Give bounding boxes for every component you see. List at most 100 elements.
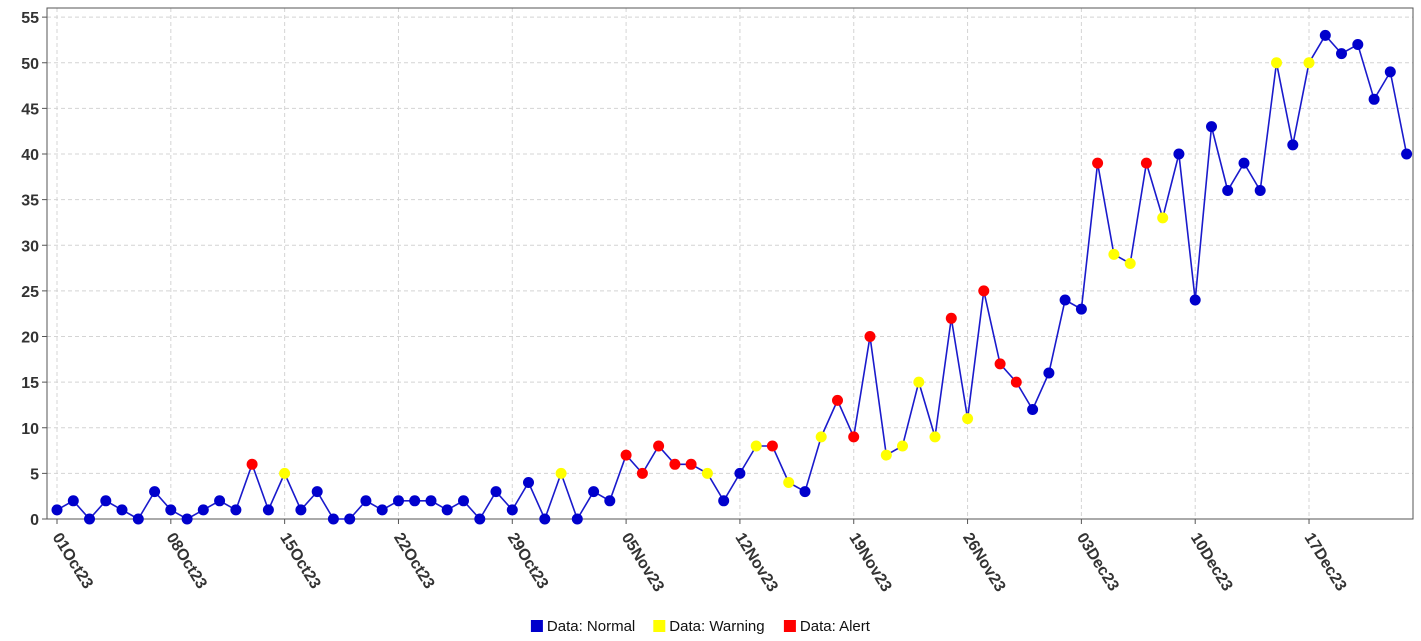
x-axis: 01Oct23 08Oct23 15Oct23 22Oct23 29Oct23 05Nov… <box>49 519 1350 595</box>
data-point-normal <box>393 495 404 507</box>
data-point-normal <box>1075 303 1087 315</box>
x-tick-label: 08Oct23 <box>162 530 209 592</box>
data-point-normal <box>84 513 95 525</box>
data-point-normal <box>571 513 583 525</box>
data-point-normal <box>230 504 242 516</box>
data-point-alert <box>766 440 778 452</box>
legend-swatch-warning <box>653 620 666 632</box>
data-point-normal <box>165 504 177 516</box>
data-points <box>51 29 1413 525</box>
data-point-warning <box>815 431 827 443</box>
data-point-normal <box>262 504 274 516</box>
data-point-warning <box>750 440 762 452</box>
legend: Data: Normal Data: Warning Data: Alert <box>530 618 871 635</box>
data-point-alert <box>669 458 681 470</box>
y-tick-label: 45 <box>21 101 39 118</box>
data-point-warning <box>929 431 941 443</box>
data-point-normal <box>1384 66 1396 78</box>
data-point-warning <box>1303 57 1315 69</box>
x-tick-label: 19Nov23 <box>845 530 894 595</box>
y-tick-label: 40 <box>21 147 39 164</box>
data-point-warning <box>1124 258 1136 269</box>
data-point-normal <box>539 513 551 525</box>
x-tick-label: 01Oct23 <box>49 530 96 592</box>
legend-label-alert: Data: Alert <box>800 618 871 635</box>
data-point-warning <box>1157 212 1169 224</box>
data-point-normal <box>51 504 63 516</box>
data-point-normal <box>295 504 307 516</box>
series-line <box>56 34 1408 522</box>
data-point-warning <box>1271 57 1282 69</box>
y-tick-label: 55 <box>21 10 39 27</box>
x-tick-label: 15Oct23 <box>276 530 323 592</box>
data-point-normal <box>67 495 79 507</box>
legend-label-normal: Data: Normal <box>547 618 635 635</box>
data-point-normal <box>1027 404 1039 415</box>
data-point-normal <box>149 486 161 498</box>
x-tick-label: 29Oct23 <box>504 530 551 592</box>
data-point-alert <box>945 312 957 324</box>
data-point-normal <box>1287 139 1299 151</box>
data-point-alert <box>978 285 990 297</box>
data-point-normal <box>718 495 730 507</box>
legend-swatch-normal <box>530 620 543 632</box>
data-point-normal <box>132 513 144 525</box>
data-point-warning <box>962 413 974 425</box>
data-point-normal <box>344 513 356 525</box>
x-tick-label: 12Nov23 <box>732 530 781 595</box>
data-point-normal <box>588 486 600 498</box>
y-tick-label: 35 <box>21 193 39 210</box>
data-point-alert <box>246 458 258 470</box>
y-axis: 0 5 10 15 20 25 30 35 40 45 50 55 <box>21 10 47 529</box>
data-point-normal <box>1352 39 1364 50</box>
data-point-normal <box>360 495 372 507</box>
data-point-normal <box>1254 185 1266 196</box>
data-point-normal <box>474 513 486 525</box>
legend-swatch-alert <box>783 620 796 632</box>
data-point-alert <box>848 431 860 443</box>
y-tick-label: 20 <box>21 330 39 347</box>
data-point-normal <box>799 486 811 498</box>
data-point-alert <box>1010 376 1022 388</box>
data-point-normal <box>1238 157 1250 169</box>
x-tick-label: 26Nov23 <box>959 530 1008 595</box>
x-tick-label: 03Dec23 <box>1073 530 1122 594</box>
data-point-normal <box>1336 48 1347 60</box>
data-point-normal <box>100 495 112 507</box>
y-tick-label: 10 <box>21 421 39 438</box>
x-tick-label: 05Nov23 <box>618 530 667 595</box>
y-tick-label: 5 <box>30 466 39 483</box>
data-point-normal <box>490 486 502 498</box>
y-tick-label: 30 <box>21 238 39 255</box>
data-point-normal <box>181 513 193 525</box>
data-point-normal <box>1189 294 1201 306</box>
data-point-normal <box>506 504 518 516</box>
data-point-warning <box>1108 248 1120 260</box>
data-point-normal <box>604 495 616 507</box>
grid <box>47 8 1413 520</box>
data-point-normal <box>1059 294 1071 306</box>
data-point-warning <box>783 477 795 488</box>
x-tick-label: 10Dec23 <box>1187 530 1236 594</box>
data-point-normal <box>734 467 746 479</box>
data-point-normal <box>1401 148 1413 160</box>
x-tick-label: 17Dec23 <box>1301 530 1350 594</box>
data-point-normal <box>1222 185 1234 196</box>
data-point-alert <box>685 458 697 470</box>
data-point-normal <box>116 504 128 516</box>
data-point-normal <box>327 513 339 525</box>
data-point-alert <box>994 358 1006 370</box>
data-point-alert <box>636 467 648 479</box>
data-point-normal <box>458 495 469 507</box>
y-tick-label: 50 <box>21 56 39 73</box>
data-point-warning <box>880 449 892 461</box>
data-point-warning <box>555 467 567 479</box>
data-point-normal <box>523 477 534 488</box>
data-point-normal <box>197 504 209 516</box>
data-point-warning <box>279 467 291 479</box>
data-point-alert <box>620 449 632 461</box>
data-point-alert <box>864 331 876 342</box>
data-point-alert <box>1140 157 1152 169</box>
data-point-alert <box>653 440 665 452</box>
